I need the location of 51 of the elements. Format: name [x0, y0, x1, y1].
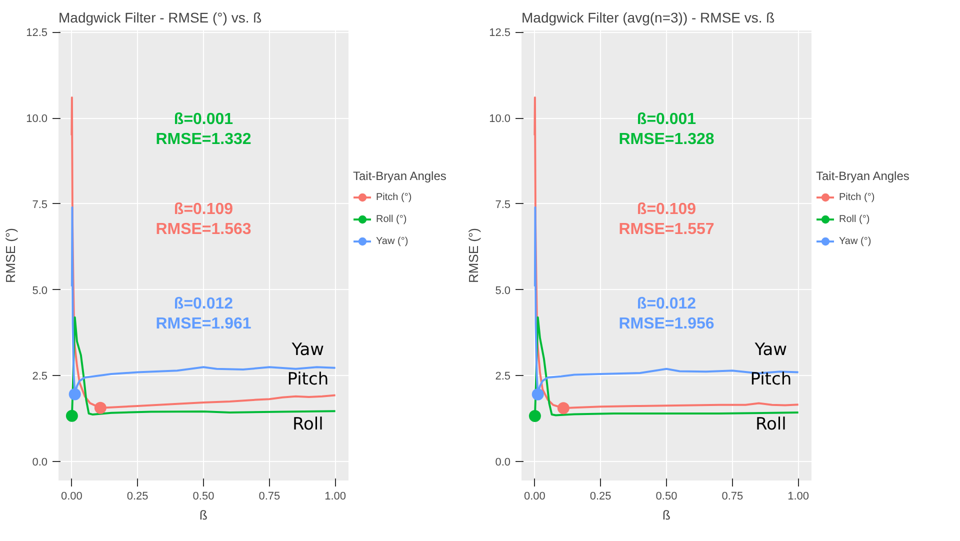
annotation: ß=0.012 RMSE=1.961: [156, 295, 252, 333]
legend-label: Yaw (°): [839, 234, 872, 248]
legend-title: Tait-Bryan Angles: [816, 169, 910, 183]
y-tick-label: 12.5: [489, 27, 511, 40]
y-tick-label: 10.0: [26, 113, 48, 126]
point: [66, 410, 78, 422]
y-tick-label: 5.0: [495, 284, 511, 297]
annotation: ß=0.109 RMSE=1.563: [156, 200, 252, 238]
x-tick-label: 0.50: [656, 490, 678, 502]
x-tick-label: 0.75: [722, 490, 744, 502]
legend-label: Pitch (°): [376, 190, 412, 204]
x-tick-label: 0.00: [60, 490, 82, 502]
y-tick-label: 7.5: [495, 198, 511, 211]
y-axis-title: RMSE (°): [3, 228, 18, 284]
annotation: Yaw: [290, 340, 324, 360]
y-tick-label: 7.5: [32, 198, 48, 211]
x-tick-label: 0.75: [258, 490, 280, 502]
annotation: Pitch: [750, 369, 792, 390]
x-tick-label: 0.25: [126, 490, 148, 502]
point: [94, 402, 106, 414]
x-tick-label: 0.25: [590, 490, 612, 502]
legend-label: Pitch (°): [839, 190, 875, 204]
y-tick-label: 5.0: [32, 284, 48, 297]
annotation: ß=0.001 RMSE=1.328: [618, 110, 714, 148]
y-tick-label: 2.5: [32, 370, 48, 383]
x-tick-label: 1.00: [788, 490, 810, 502]
y-tick-label: 10.0: [489, 113, 511, 126]
y-tick-label: 12.5: [26, 27, 48, 40]
legend-label: Roll (°): [839, 212, 870, 226]
legend-label: Yaw (°): [376, 234, 408, 248]
chart-title: Madgwick Filter - RMSE (°) vs. ß: [58, 10, 262, 26]
x-tick-label: 0.00: [524, 490, 546, 502]
x-tick-label: 1.00: [324, 490, 346, 502]
annotation: ß=0.109 RMSE=1.557: [618, 200, 714, 238]
x-axis-title: ß: [200, 508, 208, 522]
point: [68, 388, 81, 400]
y-tick-label: 0.0: [495, 456, 511, 469]
y-axis-title: RMSE (°): [466, 228, 482, 284]
x-axis-title: ß: [662, 508, 671, 522]
annotation: Pitch: [287, 369, 329, 390]
legend-label: Roll (°): [376, 212, 407, 226]
legend-title: Tait-Bryan Angles: [353, 169, 446, 183]
chart-title: Madgwick Filter (avg(n=3)) - RMSE vs. ß: [522, 10, 775, 26]
annotation: Roll: [755, 414, 786, 434]
x-tick-label: 0.50: [192, 490, 214, 502]
y-tick-label: 0.0: [32, 456, 48, 469]
annotation: ß=0.001 RMSE=1.332: [156, 110, 252, 148]
annotation: ß=0.012 RMSE=1.956: [618, 295, 714, 333]
y-tick-label: 2.5: [495, 370, 511, 383]
annotation: Roll: [292, 414, 324, 434]
annotation: Yaw: [754, 340, 788, 360]
